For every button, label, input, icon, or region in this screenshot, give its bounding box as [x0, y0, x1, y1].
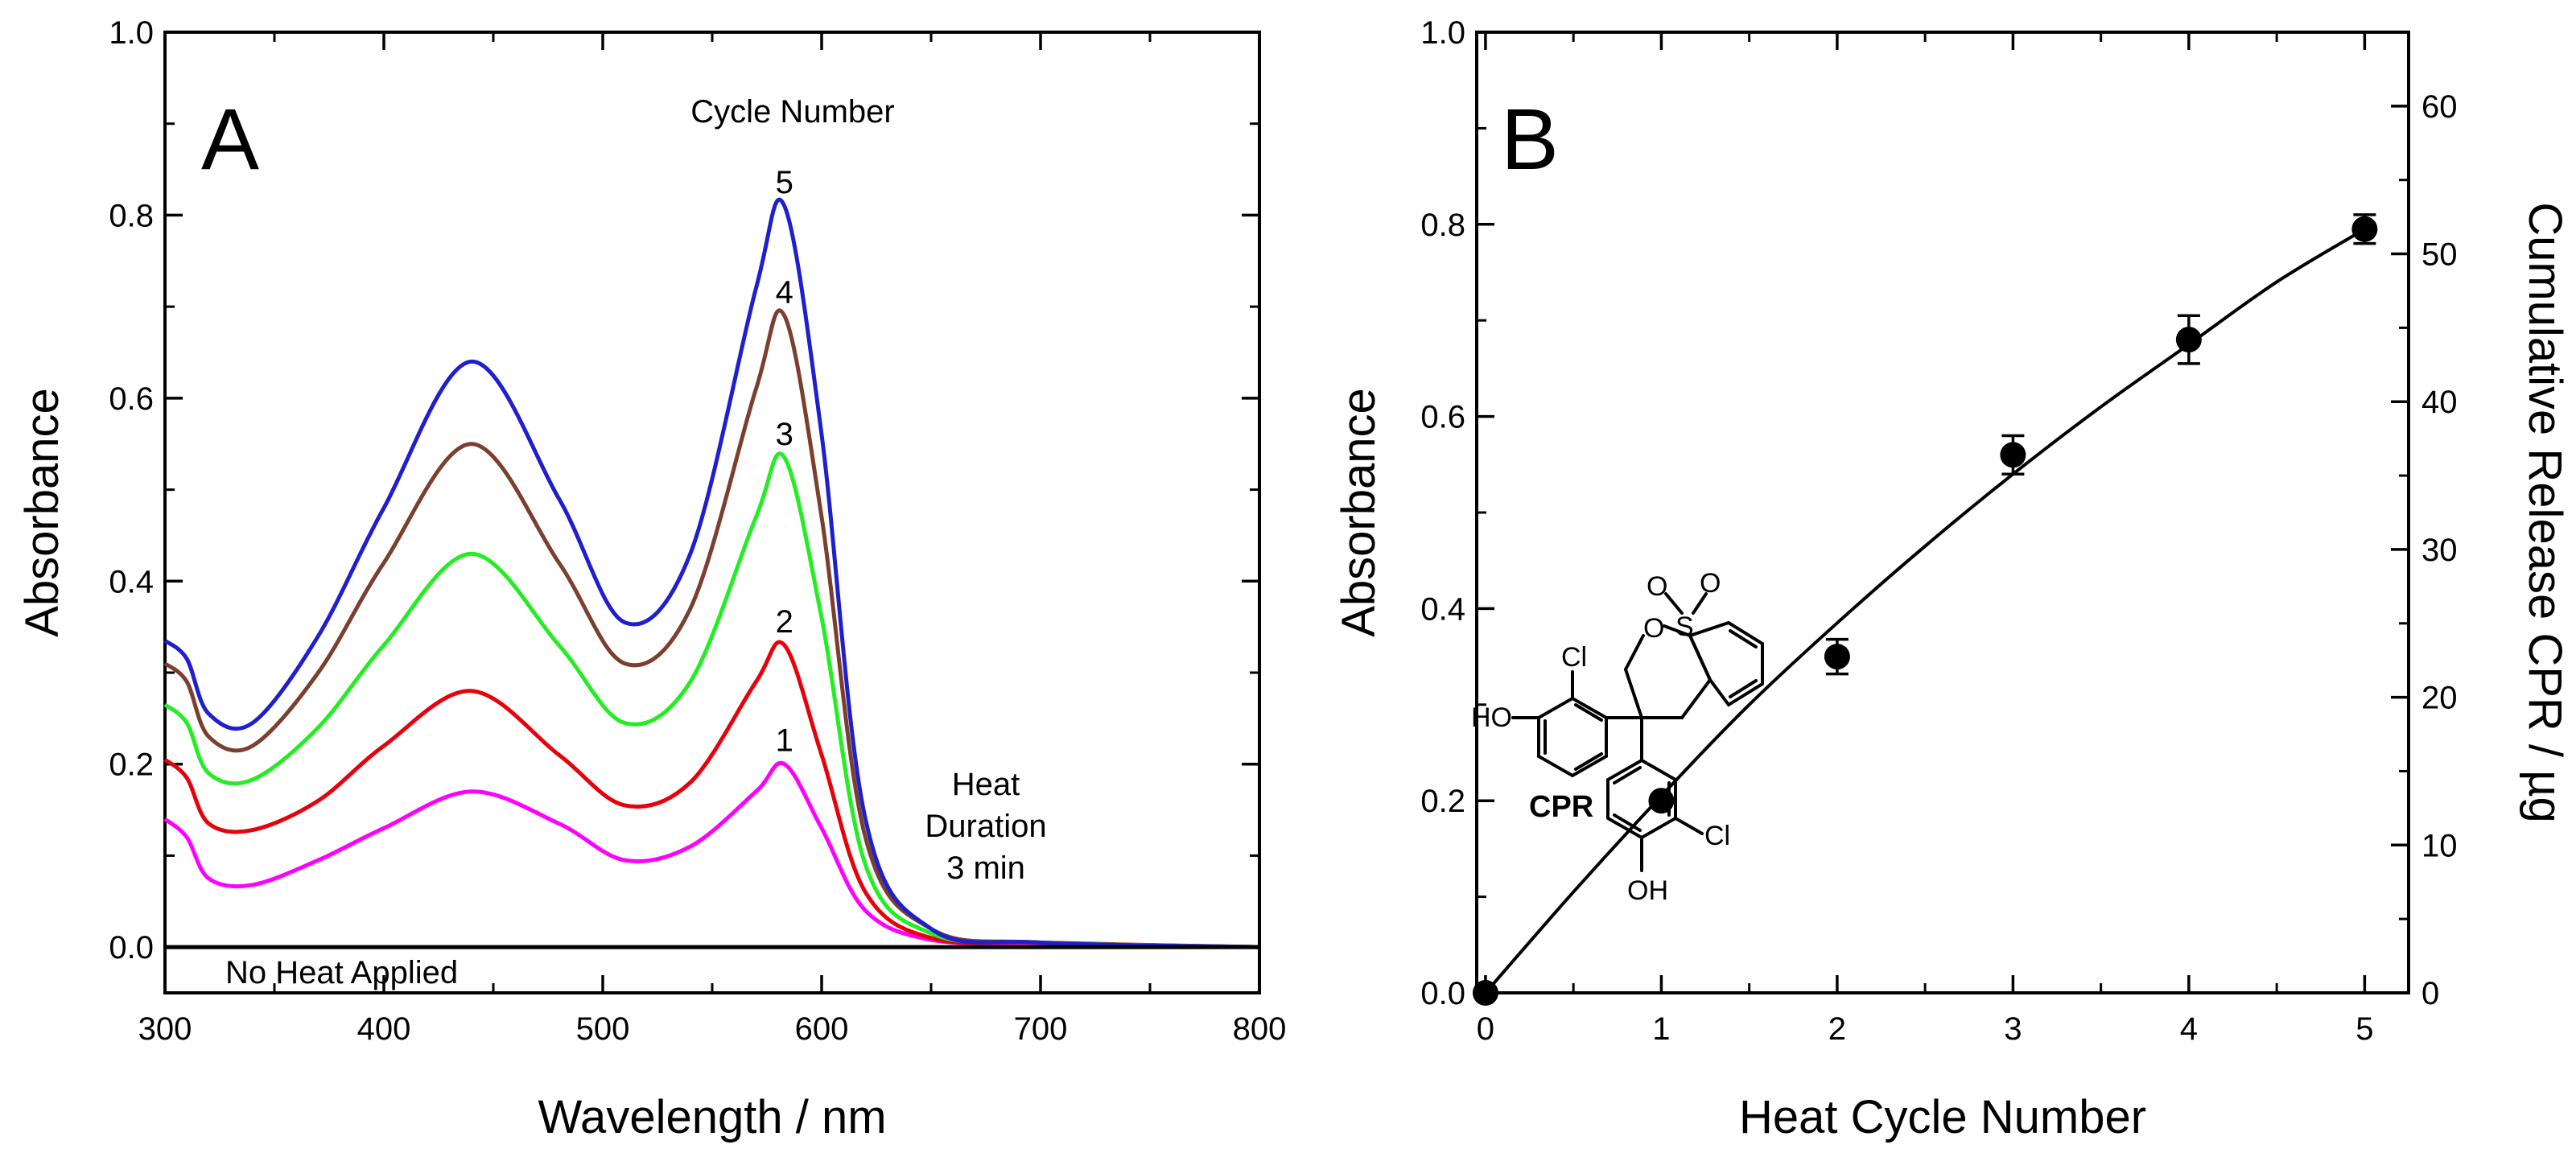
atom-oh: OH	[1627, 875, 1668, 906]
y-tick-label-a: 0.0	[109, 930, 154, 966]
heat-annotation-line3: 3 min	[946, 850, 1025, 886]
y2-axis-title-b: Cumulative Release CPR / µg	[2519, 202, 2571, 823]
x-tick-label-a: 300	[138, 1011, 192, 1047]
data-point	[2351, 216, 2378, 242]
x-tick-label-a: 800	[1233, 1011, 1287, 1047]
left-phenyl-ring	[1537, 696, 1608, 778]
y2-tick-label-b: 40	[2421, 385, 2458, 420]
x-tick-label-b: 4	[2180, 1011, 2198, 1047]
x-tick-label-a: 400	[357, 1011, 411, 1047]
y2-tick-label-b: 20	[2421, 681, 2458, 716]
x-tick-label-a: 700	[1014, 1011, 1068, 1047]
spectra-a: 1 2 3 4 5	[163, 165, 1260, 949]
bond	[1663, 624, 1692, 637]
bond	[1624, 634, 1645, 671]
x-tick-label-b: 1	[1652, 1011, 1670, 1047]
data-point	[2000, 442, 2026, 468]
cycle-label-3: 3	[776, 417, 793, 452]
bond	[1692, 592, 1708, 615]
axes-a: 300 400 500 600 700 800 0.0 0.2 0.4 0.6 0.8 1.0	[109, 15, 1286, 1047]
bond	[1574, 703, 1603, 722]
atom-ho: HO	[1471, 702, 1512, 733]
fit-curve	[1484, 228, 2366, 994]
benzo-ring	[1688, 620, 1764, 707]
cpr-label: CPR	[1529, 790, 1593, 824]
data-b	[1472, 213, 2378, 1006]
data-point	[1824, 644, 1850, 670]
x-axis-title-b: Heat Cycle Number	[1739, 1091, 2146, 1143]
y-tick-label-a: 0.4	[109, 564, 154, 599]
x-tick-label-b: 3	[2004, 1011, 2022, 1047]
atom-o-top-2: O	[1700, 568, 1721, 599]
cpr-structure: Cl HO O S O O Cl OH CPR	[1471, 568, 1764, 906]
plot-frame-b	[1475, 31, 2410, 994]
y-tick-label-a: 0.2	[109, 747, 154, 783]
x-tick-label-a: 500	[576, 1011, 630, 1047]
atom-cl-2: Cl	[1704, 821, 1730, 851]
heat-annotation-line1: Heat	[952, 767, 1020, 802]
panel-label-a: A	[201, 90, 259, 187]
y2-tick-label-b: 10	[2421, 828, 2458, 863]
bond	[1674, 817, 1704, 835]
y-axis-title-a: Absorbance	[16, 388, 68, 637]
atom-o-top-1: O	[1647, 571, 1667, 602]
x-tick-label-b: 0	[1477, 1011, 1494, 1047]
y-tick-label-b: 1.0	[1420, 15, 1465, 51]
bond	[1574, 752, 1603, 771]
cycle-label-4: 4	[776, 275, 793, 311]
y-tick-label-a: 0.8	[109, 198, 154, 233]
atom-o-ring: O	[1643, 613, 1664, 644]
cycle-label-2: 2	[776, 604, 793, 640]
bond	[1729, 629, 1758, 648]
bond	[1624, 668, 1643, 719]
x-tick-label-b: 5	[2355, 1011, 2373, 1047]
y-tick-label-a: 0.6	[109, 381, 154, 417]
spectrum-line-4	[163, 308, 1260, 949]
cycle-label-5: 5	[776, 165, 793, 200]
y-axis-title-b: Absorbance	[1333, 388, 1385, 637]
plot-frame-a	[163, 31, 1261, 994]
x-tick-label-a: 600	[795, 1011, 849, 1047]
y-tick-label-b: 0.0	[1420, 976, 1465, 1011]
bond	[1729, 679, 1758, 698]
spectrum-line-3	[163, 451, 1260, 949]
atom-cl-1: Cl	[1561, 642, 1587, 673]
spectrum-line-2	[163, 640, 1260, 949]
y2-tick-label-b: 0	[2421, 976, 2439, 1011]
panel-label-b: B	[1501, 90, 1559, 187]
data-point	[1472, 980, 1498, 1006]
bond	[1680, 678, 1712, 719]
y-tick-label-b: 0.8	[1420, 208, 1465, 243]
cycle-label-1: 1	[776, 723, 793, 759]
no-heat-label: No Heat Applied	[225, 955, 458, 990]
y2-tick-label-b: 50	[2421, 237, 2458, 273]
data-point	[2175, 327, 2202, 353]
y2-tick-label-b: 60	[2421, 89, 2458, 125]
bond	[1613, 766, 1642, 784]
bond	[1664, 592, 1684, 615]
x-tick-label-b: 2	[1828, 1011, 1846, 1047]
cycle-number-header: Cycle Number	[690, 94, 894, 130]
atom-s: S	[1675, 611, 1694, 642]
bond	[1613, 813, 1642, 832]
y-tick-label-b: 0.2	[1420, 784, 1465, 819]
x-axis-title-a: Wavelength / nm	[538, 1091, 886, 1143]
y2-tick-label-b: 30	[2421, 533, 2458, 568]
y-tick-label-b: 0.4	[1420, 591, 1465, 627]
spectrum-line-5	[163, 197, 1260, 949]
y-tick-label-a: 1.0	[109, 15, 154, 51]
heat-annotation-line2: Duration	[925, 809, 1046, 844]
axes-b: 0 1 2 3 4 5 0.0 0.2 0.4 0.6 0.8 1.0 0 10 20 30 40 50 60	[1420, 15, 2457, 1047]
y-tick-label-b: 0.6	[1420, 400, 1465, 435]
